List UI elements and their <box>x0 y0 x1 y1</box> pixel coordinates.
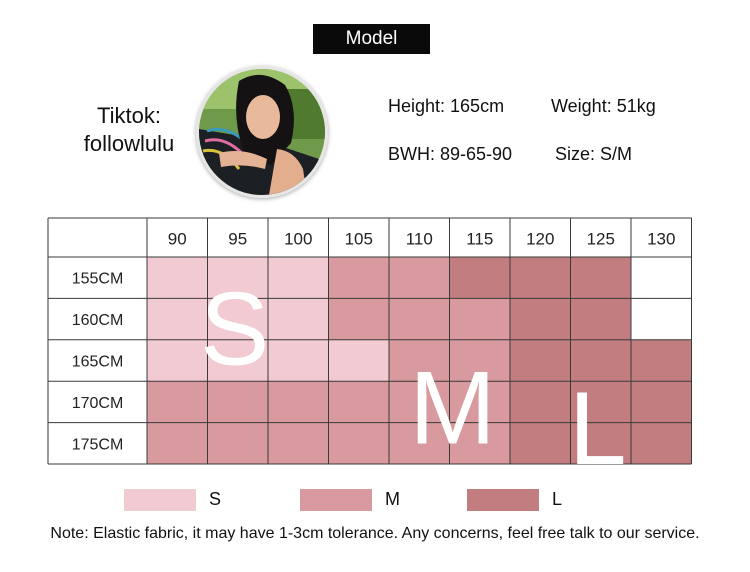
zone-label-m: M <box>409 350 496 466</box>
size-cell <box>328 339 389 382</box>
zone-label-s: S <box>200 272 269 388</box>
size-cell <box>510 298 571 340</box>
bust-column-label: 120 <box>526 230 554 249</box>
size-cell <box>207 381 268 423</box>
tiktok-handle: Tiktok: followlulu <box>70 102 188 158</box>
bust-column-label: 110 <box>406 230 433 249</box>
size-cell <box>147 257 208 299</box>
size-cell <box>510 257 571 299</box>
size-cell <box>207 339 268 382</box>
bust-column-label: 105 <box>345 230 373 249</box>
size-cell <box>268 381 329 423</box>
bust-column-label: 115 <box>466 230 493 249</box>
size-cell <box>207 257 268 299</box>
size-chart-grid: 90 95 100 105 110 115 120 125 130 155CM 160CM 165CM… <box>47 217 692 487</box>
size-cell <box>268 298 329 340</box>
size-cell <box>207 298 268 340</box>
height-row-label: 160CM <box>72 312 124 329</box>
size-cell <box>147 422 208 464</box>
size-cell <box>268 257 329 299</box>
size-cell <box>570 298 631 340</box>
size-cell <box>510 422 571 464</box>
tolerance-note: Note: Elastic fabric, it may have 1-3cm … <box>50 525 700 542</box>
size-cell <box>449 422 510 464</box>
size-cell <box>207 422 268 464</box>
size-cell <box>268 339 329 382</box>
size-cell <box>389 257 450 299</box>
bust-column-label: 100 <box>284 230 312 249</box>
height-row-label: 175CM <box>72 436 124 453</box>
size-cell <box>510 339 571 382</box>
size-cell <box>268 422 329 464</box>
size-cell <box>389 298 450 340</box>
size-cell <box>570 257 631 299</box>
size-cell <box>328 298 389 340</box>
size-cell <box>449 381 510 423</box>
size-cell <box>570 422 631 464</box>
size-cell <box>328 257 389 299</box>
size-cell <box>449 339 510 382</box>
size-cell <box>631 257 692 299</box>
model-size: Size: S/M <box>555 144 633 164</box>
model-avatar <box>196 66 328 198</box>
size-cell <box>449 257 510 299</box>
model-height: Height: 165cm <box>388 96 505 116</box>
legend-label-s: S <box>209 489 222 509</box>
size-cell <box>631 339 692 382</box>
size-cell <box>389 339 450 382</box>
bust-column-label: 125 <box>587 230 615 249</box>
size-cell <box>631 422 692 464</box>
size-cell <box>570 339 631 382</box>
size-cell <box>147 339 208 382</box>
size-cell <box>631 381 692 423</box>
size-cell <box>328 422 389 464</box>
legend-swatch-m <box>300 489 372 511</box>
bust-column-label: 95 <box>228 230 247 249</box>
size-cell <box>570 381 631 423</box>
size-cell <box>328 381 389 423</box>
tiktok-username: followlulu <box>83 131 175 156</box>
legend-label-m: M <box>385 489 400 509</box>
model-tag: Model <box>313 24 430 54</box>
legend-label-l: L <box>552 489 563 509</box>
model-bwh: BWH: 89-65-90 <box>388 144 513 164</box>
model-photo <box>199 69 325 195</box>
size-cell <box>510 381 571 423</box>
model-weight: Weight: 51kg <box>551 96 656 116</box>
size-cell <box>631 298 692 340</box>
height-row-label: 170CM <box>72 395 124 412</box>
legend-swatch-s <box>124 489 196 511</box>
size-cell <box>389 422 450 464</box>
legend-swatch-l <box>467 489 539 511</box>
tiktok-label: Tiktok: <box>97 103 161 128</box>
size-cell <box>449 298 510 340</box>
bust-column-label: 130 <box>647 230 675 249</box>
height-row-label: 155CM <box>72 271 124 288</box>
size-cell <box>147 298 208 340</box>
size-cell <box>147 381 208 423</box>
size-cell <box>389 381 450 423</box>
bust-column-label: 90 <box>168 230 187 249</box>
height-row-label: 165CM <box>72 354 124 371</box>
zone-label-l: L <box>569 371 627 487</box>
